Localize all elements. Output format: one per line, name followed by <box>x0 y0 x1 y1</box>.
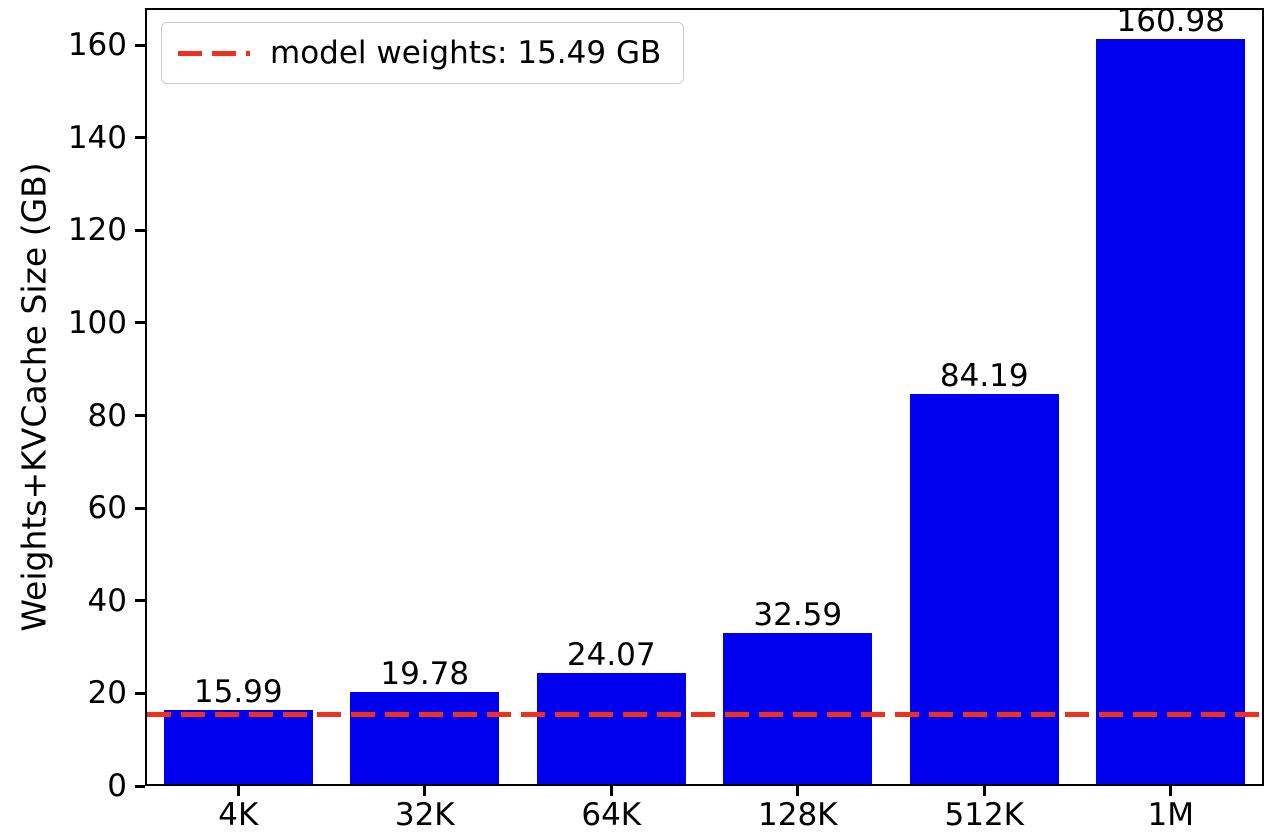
x-tick-label: 64K <box>581 797 642 833</box>
y-tick-label: 0 <box>107 768 127 804</box>
x-tick-label: 512K <box>944 797 1025 833</box>
y-tick-label: 140 <box>67 119 127 156</box>
bar-value-label: 84.19 <box>939 358 1029 395</box>
x-tick-mark <box>1169 786 1173 796</box>
legend-dash-line <box>178 50 250 56</box>
bar <box>536 672 686 784</box>
y-tick-label: 20 <box>87 675 127 712</box>
reference-line <box>147 711 1262 717</box>
bar-value-label: 32.59 <box>753 597 843 634</box>
legend-label: model weights: 15.49 GB <box>270 35 662 71</box>
bar <box>1096 38 1246 784</box>
y-tick-mark <box>135 228 145 232</box>
y-tick-mark <box>135 506 145 510</box>
y-tick-mark <box>135 414 145 418</box>
bar-value-label: 15.99 <box>193 673 283 710</box>
x-tick-mark <box>796 786 800 796</box>
x-tick-mark <box>982 786 986 796</box>
bar <box>350 692 500 784</box>
bar <box>163 709 313 784</box>
y-tick-label: 60 <box>87 490 127 527</box>
bar <box>909 394 1059 784</box>
y-tick-label: 40 <box>87 582 127 619</box>
x-tick-label: 1M <box>1147 797 1194 833</box>
y-tick-mark <box>135 136 145 140</box>
x-tick-mark <box>423 786 427 796</box>
bar-value-label: 24.07 <box>566 636 656 673</box>
y-tick-mark <box>135 599 145 603</box>
bar <box>723 633 873 784</box>
y-tick-mark <box>135 691 145 695</box>
y-tick-label: 160 <box>67 27 127 64</box>
x-tick-label: 128K <box>758 797 838 833</box>
x-tick-label: 4K <box>218 797 259 833</box>
bar-value-label: 160.98 <box>1116 2 1225 39</box>
y-tick-mark <box>135 321 145 325</box>
x-tick-mark <box>236 786 240 796</box>
y-tick-label: 120 <box>67 212 127 249</box>
x-tick-mark <box>609 786 613 796</box>
y-tick-label: 100 <box>67 304 127 341</box>
y-tick-mark <box>135 43 145 47</box>
bar-value-label: 19.78 <box>380 656 470 693</box>
x-tick-label: 32K <box>394 797 455 833</box>
y-tick-label: 80 <box>87 397 127 434</box>
legend: model weights: 15.49 GB <box>161 22 685 84</box>
plot-area: model weights: 15.49 GB <box>145 8 1264 786</box>
y-tick-mark <box>135 784 145 788</box>
